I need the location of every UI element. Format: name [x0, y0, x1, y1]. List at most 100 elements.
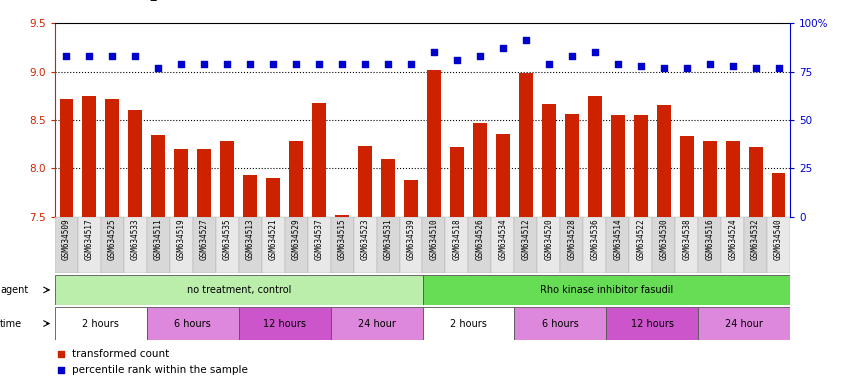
Text: no treatment, control: no treatment, control [187, 285, 290, 295]
Text: GSM634540: GSM634540 [773, 218, 782, 260]
Point [656, 65, 669, 71]
Bar [284, 217, 307, 273]
Text: GSM634533: GSM634533 [131, 218, 139, 260]
Bar [243, 175, 257, 217]
Bar [422, 275, 789, 305]
Text: GSM634517: GSM634517 [84, 218, 94, 260]
Bar [147, 307, 239, 340]
Point [542, 61, 555, 67]
Bar [239, 307, 330, 340]
Bar [422, 217, 445, 273]
Point [312, 61, 326, 67]
Point [518, 37, 532, 43]
Bar [514, 217, 537, 273]
Point [289, 61, 302, 67]
Point [450, 57, 463, 63]
Bar [679, 136, 693, 217]
Bar [307, 217, 330, 273]
Text: GSM634528: GSM634528 [566, 218, 576, 260]
Bar [582, 217, 606, 273]
Text: GSM634539: GSM634539 [406, 218, 415, 260]
Bar [403, 180, 418, 217]
Point [403, 61, 417, 67]
Bar [376, 217, 399, 273]
Bar [697, 217, 720, 273]
Point [702, 61, 716, 67]
Point [335, 61, 349, 67]
Bar [399, 217, 422, 273]
Point [610, 61, 624, 67]
Text: 24 hour: 24 hour [724, 318, 762, 329]
Bar [674, 217, 697, 273]
Text: percentile rank within the sample: percentile rank within the sample [72, 365, 247, 375]
Text: 12 hours: 12 hours [630, 318, 673, 329]
Bar [55, 217, 78, 273]
Bar [744, 217, 766, 273]
Text: GSM634521: GSM634521 [268, 218, 278, 260]
Point [748, 65, 761, 71]
Point [495, 45, 509, 51]
Text: Rho kinase inhibitor fasudil: Rho kinase inhibitor fasudil [539, 285, 672, 295]
Text: GSM634526: GSM634526 [475, 218, 484, 260]
Bar [289, 141, 303, 217]
Bar [170, 217, 192, 273]
Bar [335, 215, 349, 217]
Point [633, 63, 647, 69]
Text: GSM634530: GSM634530 [658, 218, 668, 260]
Bar [610, 115, 624, 217]
Bar [629, 217, 652, 273]
Point [54, 367, 68, 373]
Bar [748, 147, 761, 217]
Bar [426, 70, 441, 217]
Text: GSM634538: GSM634538 [681, 218, 690, 260]
Point [679, 65, 693, 71]
Text: GSM634515: GSM634515 [338, 218, 346, 260]
Bar [468, 217, 491, 273]
Text: GSM634529: GSM634529 [291, 218, 300, 260]
Bar [450, 147, 463, 217]
Text: GSM634523: GSM634523 [360, 218, 369, 260]
Point [266, 61, 279, 67]
Bar [78, 217, 100, 273]
Bar [100, 217, 124, 273]
Text: GSM634520: GSM634520 [544, 218, 553, 260]
Bar [514, 307, 606, 340]
Text: GSM634522: GSM634522 [636, 218, 645, 260]
Text: 24 hour: 24 hour [357, 318, 395, 329]
Text: GSM634513: GSM634513 [246, 218, 254, 260]
Bar [312, 103, 326, 217]
Text: GSM634511: GSM634511 [154, 218, 163, 260]
Text: GSM634535: GSM634535 [223, 218, 231, 260]
Bar [697, 307, 789, 340]
Point [381, 61, 394, 67]
Bar [565, 114, 578, 217]
Bar [59, 99, 73, 217]
Point [473, 53, 486, 59]
Point [128, 53, 142, 59]
Bar [766, 217, 789, 273]
Bar [330, 217, 353, 273]
Bar [491, 217, 514, 273]
Bar [83, 96, 96, 217]
Text: GSM634519: GSM634519 [176, 218, 186, 260]
Text: 6 hours: 6 hours [174, 318, 211, 329]
Bar [358, 146, 371, 217]
Bar [422, 307, 514, 340]
Bar [192, 217, 215, 273]
Text: GSM634512: GSM634512 [521, 218, 530, 260]
Bar [518, 73, 533, 217]
Point [60, 53, 73, 59]
Point [83, 53, 96, 59]
Bar [560, 217, 582, 273]
Text: GSM634537: GSM634537 [314, 218, 323, 260]
Bar [606, 217, 629, 273]
Point [106, 53, 119, 59]
Point [771, 65, 784, 71]
Bar [215, 217, 239, 273]
Text: GSM634531: GSM634531 [383, 218, 392, 260]
Bar [220, 141, 234, 217]
Bar [473, 123, 486, 217]
Bar [124, 217, 147, 273]
Bar [702, 141, 716, 217]
Bar [541, 104, 555, 217]
